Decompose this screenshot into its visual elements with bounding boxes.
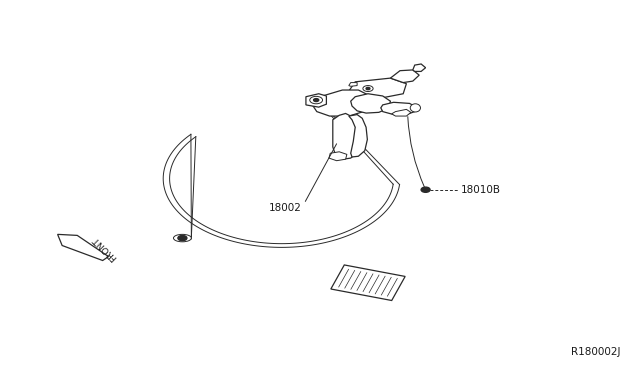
Polygon shape — [349, 78, 406, 97]
Ellipse shape — [410, 104, 420, 112]
Text: 18010B: 18010B — [461, 185, 500, 195]
Polygon shape — [349, 115, 367, 157]
Polygon shape — [312, 90, 371, 116]
Polygon shape — [329, 152, 347, 161]
Circle shape — [178, 235, 187, 241]
Polygon shape — [349, 83, 357, 86]
Polygon shape — [306, 94, 326, 107]
Polygon shape — [333, 113, 358, 159]
Text: FRONT: FRONT — [90, 234, 118, 262]
Circle shape — [421, 187, 430, 192]
Circle shape — [366, 87, 370, 90]
Polygon shape — [351, 94, 390, 113]
Polygon shape — [331, 265, 405, 301]
Circle shape — [363, 86, 373, 92]
Circle shape — [310, 96, 323, 104]
Polygon shape — [381, 102, 416, 115]
Polygon shape — [390, 70, 419, 83]
Text: R180002J: R180002J — [572, 347, 621, 357]
Ellipse shape — [173, 234, 191, 242]
Circle shape — [314, 99, 319, 102]
Polygon shape — [392, 109, 411, 116]
Polygon shape — [58, 234, 109, 260]
Text: 18002: 18002 — [269, 203, 301, 213]
Polygon shape — [413, 64, 426, 71]
